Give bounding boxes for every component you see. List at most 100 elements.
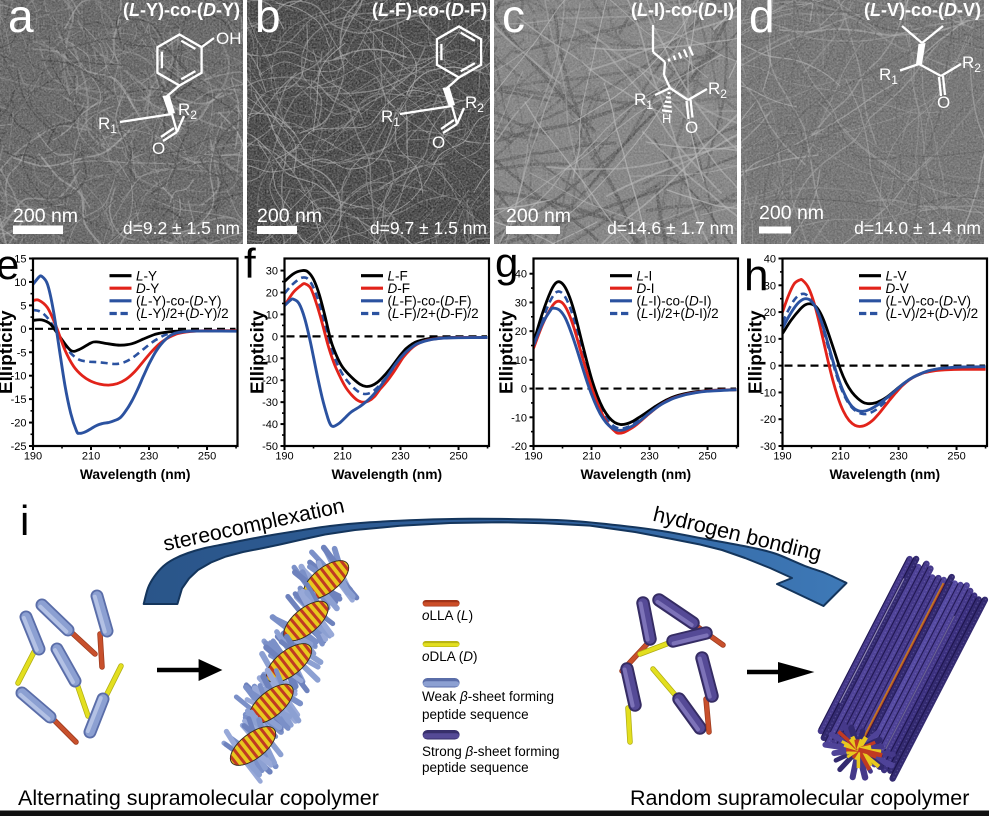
svg-text:d=14.6 ± 1.7 nm: d=14.6 ± 1.7 nm bbox=[607, 218, 734, 238]
svg-text:c: c bbox=[502, 0, 525, 42]
svg-text:0: 0 bbox=[272, 331, 278, 343]
svg-text:230: 230 bbox=[140, 451, 158, 463]
svg-text:D-F: D-F bbox=[388, 281, 411, 296]
svg-text:210: 210 bbox=[582, 451, 600, 463]
svg-text:peptide sequence: peptide sequence bbox=[422, 760, 529, 775]
svg-text:Wavelength (nm): Wavelength (nm) bbox=[80, 467, 191, 482]
svg-text:20: 20 bbox=[266, 287, 278, 299]
svg-text:(L-V)/2+(D-V)/2: (L-V)/2+(D-V)/2 bbox=[886, 306, 979, 321]
svg-text:(L-Y)/2+(D-Y)/2: (L-Y)/2+(D-Y)/2 bbox=[136, 306, 229, 321]
svg-text:200 nm: 200 nm bbox=[759, 202, 824, 224]
svg-text:-50: -50 bbox=[262, 441, 278, 453]
svg-text:200 nm: 200 nm bbox=[506, 205, 571, 227]
svg-text:Strong β-sheet forming: Strong β-sheet forming bbox=[422, 744, 560, 759]
svg-text:Ellipticity: Ellipticity bbox=[496, 310, 517, 394]
svg-text:10: 10 bbox=[14, 277, 26, 289]
svg-text:-10: -10 bbox=[262, 353, 278, 365]
svg-text:O: O bbox=[937, 93, 950, 112]
svg-text:(L-F)/2+(D-F)/2: (L-F)/2+(D-F)/2 bbox=[388, 306, 479, 321]
svg-text:-10: -10 bbox=[760, 387, 776, 399]
svg-text:L-Y: L-Y bbox=[136, 268, 157, 283]
svg-text:10: 10 bbox=[764, 334, 776, 346]
svg-text:oLLA (L): oLLA (L) bbox=[422, 608, 473, 623]
svg-text:D-V: D-V bbox=[886, 281, 909, 296]
svg-text:L-V: L-V bbox=[886, 268, 907, 283]
svg-text:(L-Y)-co-(D-Y): (L-Y)-co-(D-Y) bbox=[123, 0, 240, 20]
svg-text:f: f bbox=[244, 244, 256, 287]
svg-text:-5: -5 bbox=[17, 347, 27, 359]
svg-text:peptide sequence: peptide sequence bbox=[422, 707, 529, 722]
svg-text:D-Y: D-Y bbox=[136, 281, 159, 296]
svg-text:(L-V)-co-(D-V): (L-V)-co-(D-V) bbox=[864, 0, 981, 20]
svg-text:b: b bbox=[255, 0, 281, 42]
svg-text:(L-I)-co-(D-I): (L-I)-co-(D-I) bbox=[631, 0, 734, 20]
svg-text:250: 250 bbox=[947, 451, 965, 463]
svg-text:0: 0 bbox=[770, 361, 776, 373]
svg-text:-20: -20 bbox=[262, 375, 278, 387]
svg-text:230: 230 bbox=[391, 451, 409, 463]
svg-text:(L-V)-co-(D-V): (L-V)-co-(D-V) bbox=[886, 294, 972, 309]
svg-text:H: H bbox=[662, 111, 671, 126]
svg-text:190: 190 bbox=[24, 451, 42, 463]
svg-text:-20: -20 bbox=[511, 441, 527, 453]
svg-text:-10: -10 bbox=[11, 371, 27, 383]
svg-text:-20: -20 bbox=[760, 414, 776, 426]
svg-text:30: 30 bbox=[515, 297, 527, 309]
svg-text:250: 250 bbox=[698, 451, 716, 463]
svg-text:230: 230 bbox=[889, 451, 907, 463]
svg-text:190: 190 bbox=[773, 451, 791, 463]
svg-text:0: 0 bbox=[521, 384, 527, 396]
svg-text:Ellipticity: Ellipticity bbox=[745, 310, 766, 394]
svg-text:Ellipticity: Ellipticity bbox=[247, 310, 268, 394]
svg-text:20: 20 bbox=[764, 307, 776, 319]
svg-text:210: 210 bbox=[82, 451, 100, 463]
svg-text:-30: -30 bbox=[760, 441, 776, 453]
svg-text:200 nm: 200 nm bbox=[257, 205, 322, 227]
svg-text:Weak β-sheet forming: Weak β-sheet forming bbox=[422, 689, 554, 704]
svg-text:5: 5 bbox=[20, 300, 26, 312]
svg-text:(L-I)/2+(D-I)/2: (L-I)/2+(D-I)/2 bbox=[637, 306, 719, 321]
svg-text:d: d bbox=[749, 0, 775, 42]
svg-text:-15: -15 bbox=[11, 394, 27, 406]
svg-text:20: 20 bbox=[515, 326, 527, 338]
svg-text:-25: -25 bbox=[11, 441, 27, 453]
svg-text:0: 0 bbox=[20, 324, 26, 336]
svg-text:210: 210 bbox=[831, 451, 849, 463]
svg-text:O: O bbox=[152, 139, 165, 158]
svg-text:(L-F)-co-(D-F): (L-F)-co-(D-F) bbox=[388, 294, 472, 309]
svg-text:Wavelength (nm): Wavelength (nm) bbox=[829, 467, 940, 482]
svg-text:L-I: L-I bbox=[637, 268, 653, 283]
svg-text:-30: -30 bbox=[262, 397, 278, 409]
svg-text:Alternating supramolecular cop: Alternating supramolecular copolymer bbox=[18, 786, 379, 810]
svg-text:g: g bbox=[495, 244, 518, 286]
svg-text:Ellipticity: Ellipticity bbox=[0, 310, 16, 394]
svg-text:d=9.2 ± 1.5 nm: d=9.2 ± 1.5 nm bbox=[123, 218, 240, 238]
svg-text:190: 190 bbox=[524, 451, 542, 463]
svg-text:210: 210 bbox=[333, 451, 351, 463]
svg-text:30: 30 bbox=[764, 280, 776, 292]
svg-text:d=9.7 ± 1.5 nm: d=9.7 ± 1.5 nm bbox=[370, 218, 487, 238]
svg-text:e: e bbox=[0, 244, 19, 288]
svg-text:250: 250 bbox=[198, 451, 216, 463]
svg-text:40: 40 bbox=[764, 254, 776, 266]
svg-text:10: 10 bbox=[515, 355, 527, 367]
svg-text:OH: OH bbox=[216, 29, 242, 48]
svg-text:250: 250 bbox=[449, 451, 467, 463]
svg-text:200 nm: 200 nm bbox=[13, 205, 78, 227]
svg-text:Random supramolecular copolyme: Random supramolecular copolymer bbox=[630, 786, 969, 810]
svg-text:230: 230 bbox=[640, 451, 658, 463]
svg-text:O: O bbox=[432, 133, 445, 152]
svg-text:h: h bbox=[744, 251, 768, 300]
svg-text:(L-I)-co-(D-I): (L-I)-co-(D-I) bbox=[637, 294, 712, 309]
svg-text:(L-Y)-co-(D-Y): (L-Y)-co-(D-Y) bbox=[136, 294, 222, 309]
svg-text:30: 30 bbox=[266, 266, 278, 278]
svg-text:-20: -20 bbox=[11, 418, 27, 430]
svg-text:D-I: D-I bbox=[637, 281, 655, 296]
svg-text:40: 40 bbox=[515, 269, 527, 281]
svg-text:10: 10 bbox=[266, 309, 278, 321]
svg-text:i: i bbox=[20, 497, 29, 544]
svg-text:-10: -10 bbox=[511, 412, 527, 424]
svg-text:-40: -40 bbox=[262, 419, 278, 431]
svg-text:O: O bbox=[685, 118, 698, 137]
svg-text:oDLA (D): oDLA (D) bbox=[422, 649, 478, 664]
